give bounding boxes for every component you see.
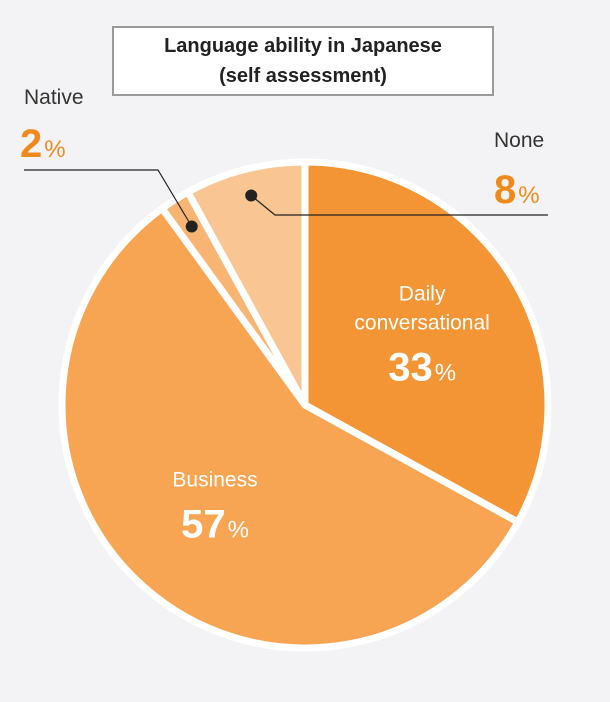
chart-title-line2: (self assessment) [219,65,387,87]
leader-line-native [24,169,193,227]
slice-value-daily-conversational: 33% [388,346,456,390]
native-value: 2% [20,124,66,170]
leader-line-none [250,195,548,216]
chart-title-box: Language ability in Japanese (self asses… [112,26,494,96]
pie-slice-business [58,204,522,652]
none-label: None [494,129,545,152]
pie-slice-none [184,158,309,409]
pie-slice-daily-conversational [301,158,552,526]
native-value-number: 2 [20,122,43,166]
none-value: 8% [494,170,540,216]
leader-dot-native [185,220,198,233]
native-value-unit: % [44,136,66,163]
native-label: Native [24,86,84,109]
slice-label-daily-conversational-line1: Daily [399,283,446,306]
slice-label-business-line1: Business [172,469,257,492]
slice-label-daily-conversational-line2: conversational [354,312,489,335]
none-value-unit: % [518,182,540,209]
leader-dot-none [245,189,258,202]
chart-title-line1: Language ability in Japanese [164,35,442,57]
none-value-number: 8 [494,168,517,212]
